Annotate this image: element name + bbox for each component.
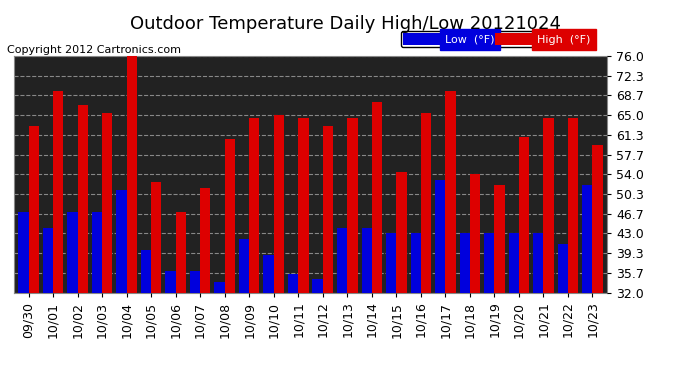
Bar — [53, 91, 63, 292]
Bar — [558, 244, 568, 292]
Bar — [274, 116, 284, 292]
Bar — [544, 118, 554, 292]
Bar — [372, 102, 382, 292]
Bar — [484, 233, 495, 292]
Legend: Low  (°F), High  (°F): Low (°F), High (°F) — [401, 31, 593, 47]
Bar — [190, 271, 200, 292]
Bar — [313, 279, 323, 292]
Bar — [264, 255, 274, 292]
Bar — [396, 172, 406, 292]
Bar — [18, 212, 28, 292]
Bar — [337, 228, 347, 292]
Bar — [77, 105, 88, 292]
Bar — [411, 233, 421, 292]
Bar — [239, 239, 249, 292]
Bar — [92, 212, 102, 292]
Bar — [200, 188, 210, 292]
Bar — [28, 126, 39, 292]
Bar — [215, 282, 225, 292]
Bar — [43, 228, 53, 292]
Text: Copyright 2012 Cartronics.com: Copyright 2012 Cartronics.com — [7, 45, 181, 55]
Bar — [470, 174, 480, 292]
Bar — [298, 118, 308, 292]
Bar — [435, 180, 445, 292]
Bar — [102, 112, 112, 292]
Bar — [249, 118, 259, 292]
Bar — [141, 249, 151, 292]
Bar — [593, 145, 603, 292]
Bar — [445, 91, 455, 292]
Bar — [126, 54, 137, 292]
Bar — [421, 112, 431, 292]
Bar — [67, 212, 77, 292]
Bar — [568, 118, 578, 292]
Bar — [176, 212, 186, 292]
Bar — [495, 185, 504, 292]
Bar — [225, 140, 235, 292]
Text: Outdoor Temperature Daily High/Low 20121024: Outdoor Temperature Daily High/Low 20121… — [130, 15, 560, 33]
Bar — [509, 233, 519, 292]
Bar — [582, 185, 593, 292]
Bar — [362, 228, 372, 292]
Bar — [166, 271, 176, 292]
Bar — [533, 233, 544, 292]
Bar — [288, 274, 298, 292]
Bar — [460, 233, 470, 292]
Bar — [386, 233, 396, 292]
Bar — [347, 118, 357, 292]
Bar — [519, 137, 529, 292]
Bar — [117, 190, 126, 292]
Bar — [151, 182, 161, 292]
Bar — [323, 126, 333, 292]
